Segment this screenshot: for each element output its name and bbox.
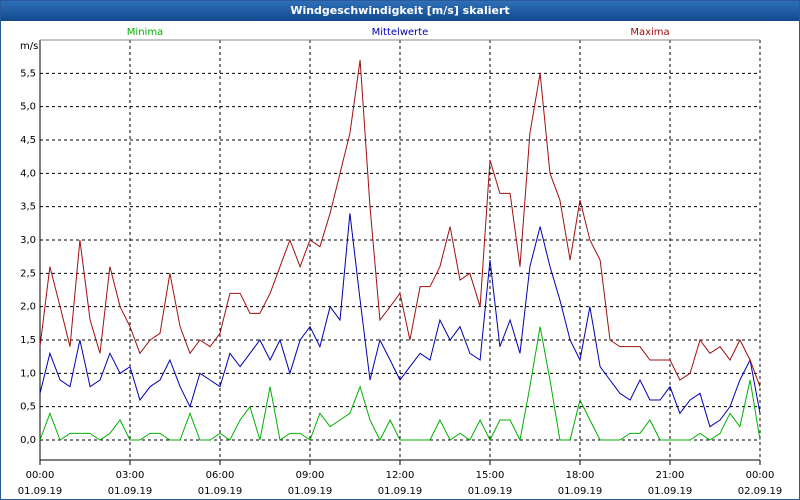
x-tick-date: 01.09.19 (288, 486, 333, 497)
x-tick-label: 03:00 (116, 470, 145, 481)
x-tick-date: 01.09.19 (108, 486, 153, 497)
series-line (39, 59, 761, 387)
y-tick-label: 2,0 (20, 302, 36, 313)
x-tick-label: 21:00 (656, 470, 685, 481)
x-tick-label: 12:00 (386, 470, 415, 481)
legend-label: Maxima (630, 27, 669, 38)
y-axis-label: m/s (20, 41, 38, 52)
x-tick-date: 01.09.19 (648, 486, 693, 497)
x-tick-label: 00:00 (746, 470, 775, 481)
y-tick-label: 1,0 (20, 368, 36, 379)
legend-label: Mittelwerte (372, 27, 429, 38)
y-tick-label: 0,0 (20, 435, 36, 446)
y-tick-label: 0,5 (20, 402, 36, 413)
y-tick-label: 3,0 (20, 235, 36, 246)
y-tick-label: 5,5 (20, 68, 36, 79)
y-tick-label: 2,5 (20, 268, 36, 279)
x-tick-label: 15:00 (476, 470, 505, 481)
x-tick-label: 00:00 (26, 470, 55, 481)
x-tick-date: 01.09.19 (18, 486, 63, 497)
y-tick-label: 5,0 (20, 102, 36, 113)
x-tick-date: 01.09.19 (378, 486, 423, 497)
series-line (39, 326, 761, 442)
legend-label: Minima (127, 27, 163, 38)
y-tick-label: 4,0 (20, 168, 36, 179)
series-line (39, 213, 761, 428)
x-tick-date: 01.09.19 (198, 486, 243, 497)
x-tick-label: 09:00 (296, 470, 325, 481)
x-tick-label: 18:00 (566, 470, 595, 481)
title-bar: Windgeschwindigkeit [m/s] skaliert (1, 1, 799, 21)
y-tick-label: 3,5 (20, 202, 36, 213)
x-tick-date: 02.09.19 (738, 486, 783, 497)
y-tick-label: 4,5 (20, 135, 36, 146)
x-tick-date: 01.09.19 (468, 486, 513, 497)
chart: m/s 0,0 0,5 1,0 1,5 2,0 2,5 3,0 3,5 4,0 4,5 5,0 5,5… (18, 27, 783, 497)
x-tick-date: 01.09.19 (558, 486, 603, 497)
x-tick-label: 06:00 (206, 470, 235, 481)
y-tick-label: 1,5 (20, 335, 36, 346)
